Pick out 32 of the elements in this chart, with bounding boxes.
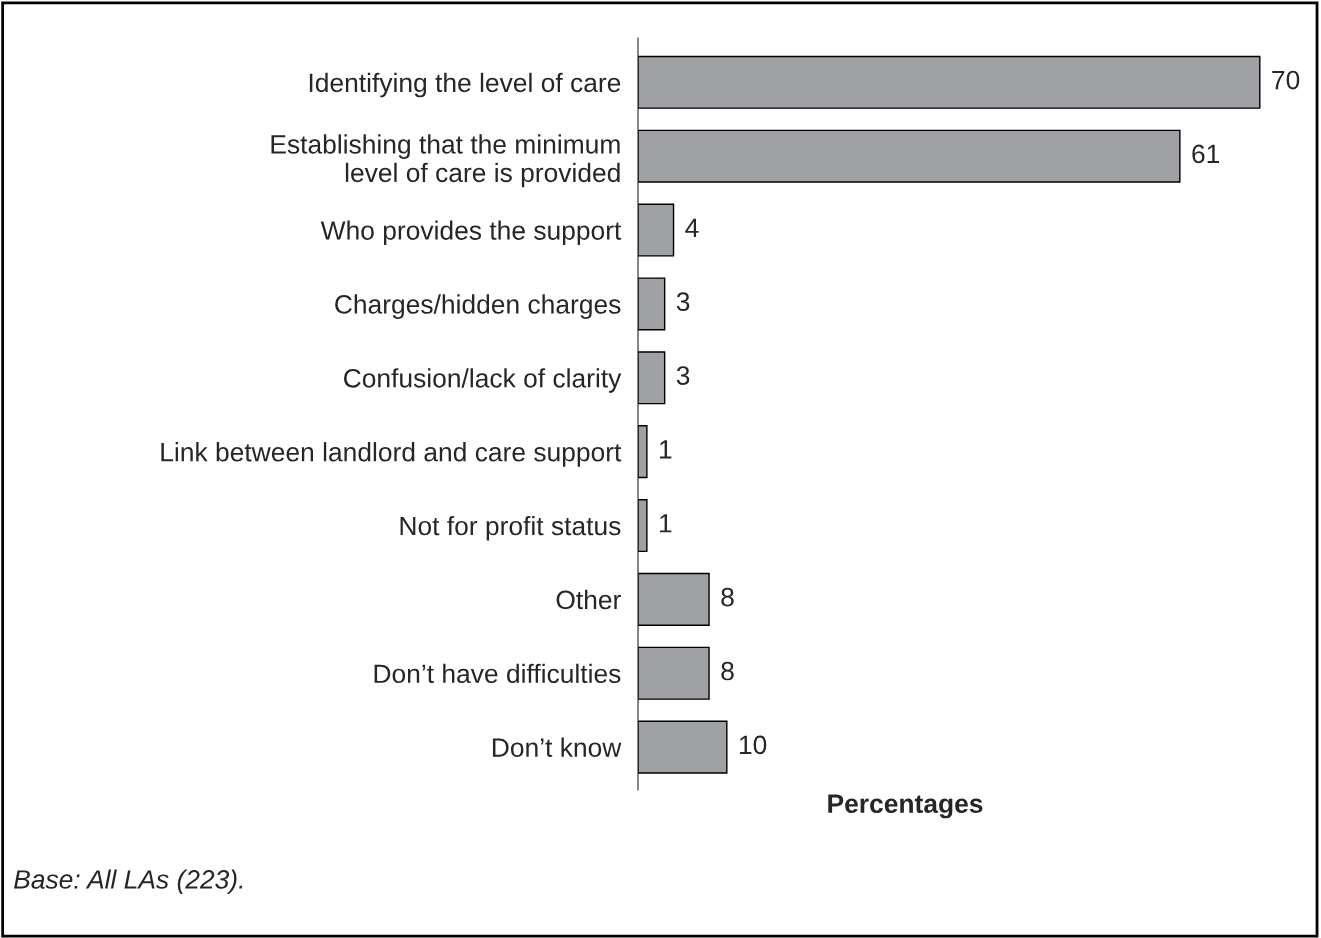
- y-tick-label: Other: [556, 589, 621, 610]
- bar: [638, 498, 648, 553]
- y-tick-label: Charges/hidden charges: [335, 294, 621, 319]
- data-label: 4: [685, 218, 699, 237]
- bar: [638, 129, 1181, 183]
- bar: [638, 203, 675, 257]
- bar: [638, 55, 1261, 109]
- bar: [638, 425, 648, 479]
- data-label: 70: [1272, 70, 1300, 90]
- bar: [638, 572, 710, 626]
- data-label: 10: [739, 735, 767, 755]
- bar: [638, 277, 666, 331]
- bar: [638, 646, 710, 700]
- data-label: 8: [721, 661, 734, 681]
- x-axis-title: Percentages: [828, 794, 983, 819]
- text: Base: All LAs (223).: [14, 869, 243, 895]
- y-tick-label: Not for profit status: [400, 515, 621, 541]
- data-label: 3: [676, 292, 690, 312]
- data-label: 1: [660, 440, 672, 459]
- data-label: 8: [721, 587, 734, 607]
- data-label: 3: [676, 366, 690, 385]
- y-tick-label: Link between landlord and care support: [161, 442, 622, 467]
- y-tick-label: Confusion/lack of clarity: [344, 368, 622, 393]
- y-tick-label: Don’t have difficulties: [374, 663, 621, 684]
- data-label: 61: [1192, 144, 1220, 164]
- y-tick-label: Identifying the level of care: [309, 72, 621, 98]
- bar: [638, 351, 666, 405]
- y-tick-label: Don’t know: [492, 737, 622, 757]
- bar: [638, 720, 728, 774]
- data-label: 1: [660, 514, 672, 533]
- y-tick-label: Establishing that the minimum level of care is provided: [271, 134, 620, 188]
- y-tick-label: Who provides the support: [320, 220, 622, 246]
